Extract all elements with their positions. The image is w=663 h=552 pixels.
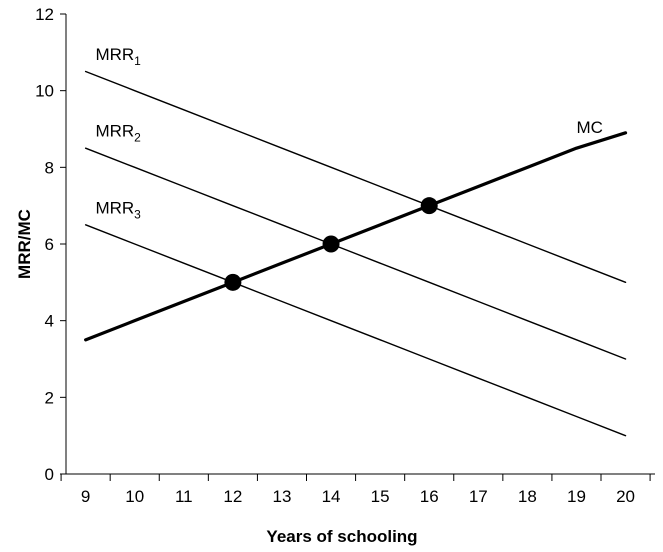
y-tick-label: 2: [45, 388, 54, 407]
intersection-point: [420, 197, 438, 215]
x-tick-label: 16: [420, 487, 439, 506]
intersection-points: [224, 197, 438, 291]
intersection-point: [322, 235, 340, 253]
x-tick-label: 15: [371, 487, 390, 506]
series-label-mrr1: MRR1: [95, 45, 141, 68]
y-tick-label: 4: [45, 312, 54, 331]
y-axis-title: MRR/MC: [15, 209, 34, 279]
y-tick-label: 10: [35, 82, 54, 101]
y-tick-label: 0: [45, 465, 54, 484]
series-labels: MRR1 MRR2 MRR3 MC: [95, 45, 602, 221]
x-tick-label: 18: [518, 487, 537, 506]
y-tick-label: 6: [45, 235, 54, 254]
x-tick-label: 19: [567, 487, 586, 506]
y-tick-label: 8: [45, 158, 54, 177]
x-tick-label: 17: [469, 487, 488, 506]
series-line-mrr2: [84, 147, 627, 360]
series-layer: [84, 70, 628, 437]
series-line-mc: [84, 131, 628, 342]
x-tick-label: 14: [322, 487, 341, 506]
x-axis-title: Years of schooling: [266, 527, 417, 546]
y-tick-label: 12: [35, 5, 54, 24]
axes: 0 2 4 6 8 10 12 9 10 11 12 13 14 15 16 17 18 19 20: [35, 5, 655, 506]
series-line-mrr1: [84, 70, 627, 284]
series-line-mrr3: [84, 224, 627, 437]
x-tick-label: 10: [125, 487, 144, 506]
series-label-mc: MC: [576, 118, 602, 137]
intersection-point: [224, 273, 242, 291]
series-label-mrr2: MRR2: [95, 122, 141, 145]
series-label-mrr3: MRR3: [95, 198, 141, 221]
x-tick-label: 12: [223, 487, 242, 506]
x-tick-label: 9: [81, 487, 90, 506]
x-tick-label: 13: [273, 487, 292, 506]
x-tick-label: 11: [175, 487, 193, 506]
x-tick-label: 20: [616, 487, 635, 506]
